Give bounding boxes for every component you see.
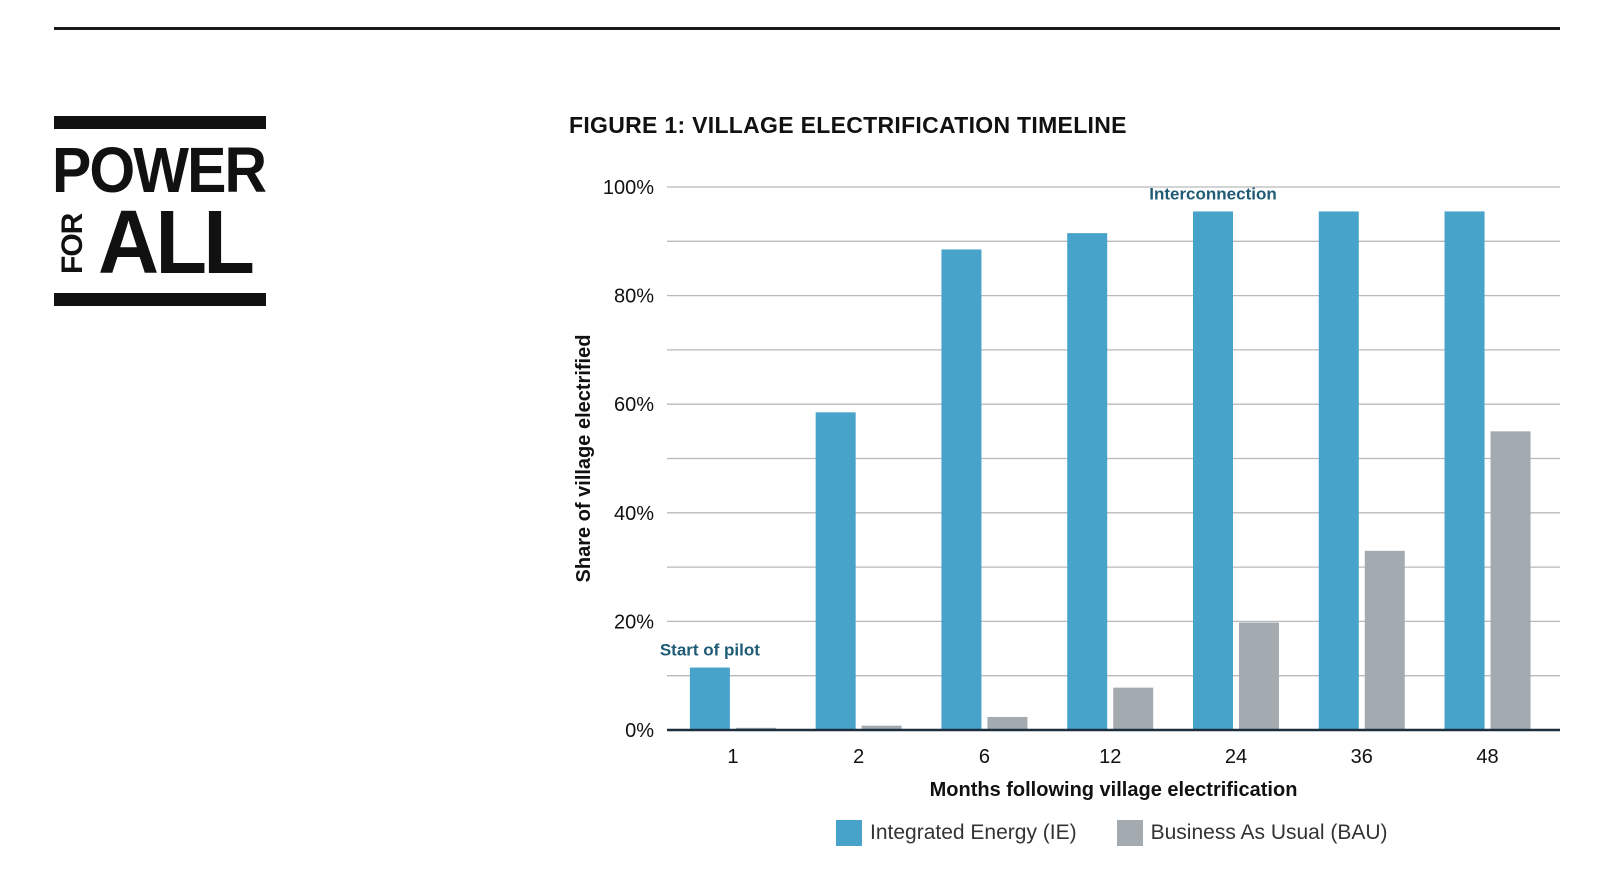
logo-top-bar [54, 116, 266, 129]
x-tick-label: 1 [727, 746, 738, 768]
bar-ie-24 [1192, 211, 1233, 730]
y-tick-label: 60% [614, 394, 654, 416]
bar-bau-6 [987, 716, 1028, 730]
legend-swatch-ie [836, 820, 862, 846]
bar-bau-48 [1490, 431, 1531, 730]
bar-ie-36 [1318, 211, 1359, 730]
y-tick-label: 80% [614, 286, 654, 308]
bar-ie-2 [815, 412, 856, 730]
annotation-label: Start of pilot [660, 641, 760, 660]
legend-swatch-bau [1116, 820, 1143, 846]
x-tick-label: 12 [1099, 746, 1121, 768]
bar-ie-12 [1067, 233, 1108, 730]
y-tick-labels: 0% 20% 40% 60% 80% 100% [603, 177, 654, 742]
y-axis-title: Share of village electrified [573, 335, 595, 583]
bar-ie-6 [941, 249, 982, 730]
legend-label-bau: Business As Usual (BAU) [1150, 821, 1388, 844]
x-tick-label: 48 [1476, 746, 1498, 768]
y-tick-label: 100% [603, 177, 654, 199]
figure-title: FIGURE 1: VILLAGE ELECTRIFICATION TIMELI… [569, 112, 1127, 138]
annotations: Start of pilot Interconnection [660, 184, 1277, 659]
bar-bau-36 [1364, 550, 1405, 730]
logo-power-text: POWER [52, 134, 267, 206]
x-tick-label: 24 [1225, 746, 1247, 768]
legend-label-ie: Integrated Energy (IE) [870, 821, 1077, 844]
bar-ie-1 [689, 667, 730, 730]
bars [667, 211, 1560, 732]
bar-bau-24 [1238, 622, 1279, 730]
legend-item-ie: Integrated Energy (IE) [836, 820, 1077, 846]
grid-lines [667, 186, 1560, 677]
x-tick-label: 36 [1351, 746, 1373, 768]
power-for-all-logo: POWER FOR ALL [52, 116, 267, 306]
logo-bottom-bar [54, 293, 266, 306]
bar-bau-2 [861, 725, 902, 730]
bar-bau-12 [1113, 687, 1154, 730]
y-tick-label: 40% [614, 503, 654, 525]
x-tick-label: 6 [979, 746, 990, 768]
y-tick-label: 0% [625, 720, 654, 742]
logo-all-text: ALL [98, 193, 255, 293]
legend-item-bau: Business As Usual (BAU) [1116, 820, 1388, 846]
x-tick-label: 2 [853, 746, 864, 768]
chart-legend: Integrated Energy (IE) Business As Usual… [836, 820, 1428, 846]
x-tick-labels: 1 2 6 12 24 36 48 [727, 746, 1498, 768]
bar-ie-48 [1444, 211, 1485, 730]
y-tick-label: 20% [614, 611, 654, 633]
top-rule [54, 27, 1560, 30]
x-axis-title: Months following village electrification [930, 779, 1298, 801]
annotation-label: Interconnection [1149, 184, 1277, 203]
